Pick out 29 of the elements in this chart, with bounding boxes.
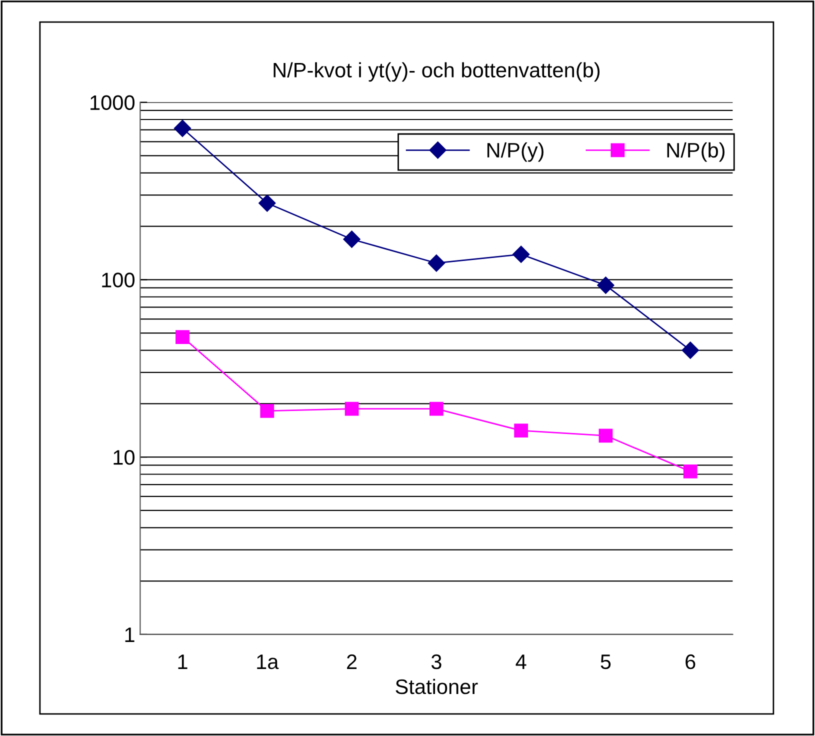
- point: [176, 330, 190, 344]
- point: [512, 246, 530, 263]
- x-tick-label: 2: [347, 654, 357, 669]
- point: [260, 404, 274, 418]
- x-tick-label: 1a: [257, 654, 279, 670]
- point: [428, 254, 445, 272]
- point: [429, 402, 444, 416]
- point: [598, 428, 613, 443]
- point: [597, 276, 614, 294]
- y-tick-label: 100: [102, 272, 135, 288]
- x-tick-label: 6: [686, 654, 696, 670]
- chart-title: N/P-kvot i yt(y)- och bottenvatten(b): [274, 62, 600, 82]
- x-tick-label: 5: [600, 654, 611, 670]
- point: [174, 120, 192, 137]
- legend-label: N/P(b): [667, 142, 724, 162]
- legend-label: N/P(y): [487, 142, 544, 162]
- y-tick-label: 10: [114, 450, 135, 465]
- point: [258, 194, 276, 212]
- point: [683, 464, 698, 478]
- point: [343, 230, 360, 248]
- y-tick-label: 1000: [90, 95, 135, 110]
- x-axis-title: Stationer: [396, 678, 478, 694]
- point: [682, 342, 699, 359]
- point: [344, 402, 359, 416]
- x-tick-label: 1: [178, 654, 188, 669]
- point: [514, 424, 528, 438]
- x-tick-label: 4: [516, 654, 526, 669]
- x-tick-label: 3: [431, 654, 442, 670]
- y-tick-label: 1: [125, 628, 134, 642]
